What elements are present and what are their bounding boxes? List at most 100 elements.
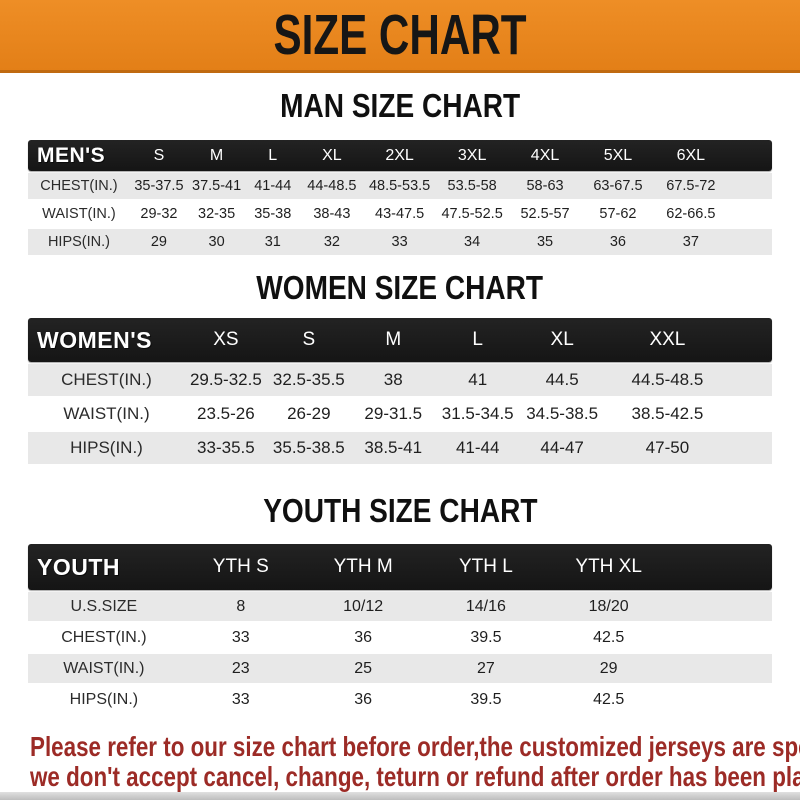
size-value-cell: 36 <box>354 628 373 646</box>
size-value-cell: 44.5 <box>545 370 579 389</box>
table-row: WAIST(IN.) 23.5-26 26-29 29-31.5 31.5-34.5 34… <box>28 398 772 430</box>
size-value-cell: 27 <box>477 659 495 677</box>
size-value-cell: 36 <box>609 234 626 250</box>
disclaimer-text: Please refer to our size chart before or… <box>30 731 800 762</box>
size-value-cell: 43-47.5 <box>375 206 425 222</box>
size-value-cell: 23.5-26 <box>197 404 255 423</box>
size-value-cell: 31 <box>264 234 281 250</box>
size-column-header: S <box>153 146 165 164</box>
size-value-cell: 29-32 <box>140 206 178 222</box>
size-value-cell: 32.5-35.5 <box>272 370 345 389</box>
size-value-cell: 52.5-57 <box>520 206 570 222</box>
table-header-bar: MEN'S S M L XL 2XL 3XL 4XL 5XL 6XL <box>28 140 772 171</box>
size-value-cell: 58-63 <box>526 178 564 194</box>
size-value-cell: 36 <box>354 690 373 708</box>
row-label: CHEST(IN.) <box>61 628 147 646</box>
size-value-cell: 41 <box>468 370 488 389</box>
size-column-header: S <box>302 329 316 350</box>
size-column-header: 4XL <box>530 146 560 164</box>
row-label: CHEST(IN.) <box>40 178 118 194</box>
table-header-label: MEN'S <box>37 143 106 167</box>
size-value-cell: 30 <box>208 234 225 250</box>
women-size-chart-section: WOMEN SIZE CHART WOMEN'S XS S M L XL XXL CHEST(… <box>0 271 800 464</box>
size-value-cell: 34.5-38.5 <box>526 404 599 423</box>
size-value-cell: 63-67.5 <box>593 178 643 194</box>
section-title-text: MAN SIZE CHART <box>280 87 520 124</box>
size-value-cell: 44.5-48.5 <box>631 370 704 389</box>
size-value-cell: 67.5-72 <box>666 178 716 194</box>
size-value-cell: 29 <box>599 659 618 677</box>
size-value-cell: 33 <box>391 234 408 250</box>
size-value-cell: 26-29 <box>287 404 331 423</box>
size-value-cell: 35 <box>536 234 554 250</box>
size-value-cell: 42.5 <box>593 628 625 646</box>
size-value-cell: 29 <box>150 234 167 250</box>
size-value-cell: 32-35 <box>198 206 236 222</box>
size-value-cell: 37 <box>682 234 699 250</box>
row-label: WAIST(IN.) <box>42 206 116 222</box>
size-chart-banner: SIZE CHART <box>0 0 800 73</box>
size-value-cell: 38.5-42.5 <box>631 404 704 423</box>
table-header-label: WOMEN'S <box>37 326 153 353</box>
youth-size-chart-section: YOUTH SIZE CHART YOUTH YTH S YTH M YTH L YTH… <box>0 494 800 714</box>
size-column-header: M <box>385 329 402 350</box>
disclaimer-text: we don't accept cancel, change, teturn o… <box>30 761 800 792</box>
table-row: CHEST(IN.) 29.5-32.5 32.5-35.5 38 41 44.5 44.5… <box>28 364 772 396</box>
size-column-header: XS <box>213 329 239 350</box>
size-value-cell: 38 <box>383 370 403 389</box>
size-column-header: M <box>209 146 224 164</box>
size-column-header: YTH M <box>333 556 393 577</box>
size-value-cell: 44-47 <box>540 438 584 457</box>
size-value-cell: 38.5-41 <box>364 438 423 457</box>
size-column-header: L <box>472 329 483 350</box>
size-value-cell: 39.5 <box>470 628 502 646</box>
size-column-header: YTH S <box>212 556 269 577</box>
table-row: HIPS(IN.) 29 30 31 32 33 34 35 36 37 <box>28 229 772 255</box>
size-column-header: 6XL <box>676 146 706 164</box>
size-value-cell: 48.5-53.5 <box>368 178 431 194</box>
size-value-cell: 35-38 <box>254 206 292 222</box>
banner-title: SIZE CHART <box>273 2 527 67</box>
row-label: HIPS(IN.) <box>69 690 139 708</box>
size-value-cell: 62-66.5 <box>666 206 716 222</box>
size-value-cell: 38-43 <box>313 206 351 222</box>
size-column-header: L <box>268 146 278 164</box>
disclaimer-line-2: we don't accept cancel, change, teturn o… <box>30 762 800 792</box>
size-value-cell: 25 <box>354 659 373 677</box>
size-column-header: 3XL <box>457 146 487 164</box>
table-row: HIPS(IN.) 33 36 39.5 42.5 <box>28 685 772 714</box>
women-size-chart-title: WOMEN SIZE CHART <box>0 271 800 305</box>
size-value-cell: 31.5-34.5 <box>441 404 514 423</box>
table-row: WAIST(IN.) 29-32 32-35 35-38 38-43 43-47.5 47.… <box>28 201 772 227</box>
size-column-header: 2XL <box>385 146 414 164</box>
size-value-cell: 44-48.5 <box>307 178 357 194</box>
table-row: U.S.SIZE 8 10/12 14/16 18/20 <box>28 592 772 621</box>
size-value-cell: 14/16 <box>465 597 506 615</box>
size-value-cell: 35.5-38.5 <box>272 438 345 457</box>
size-value-cell: 47-50 <box>645 438 690 457</box>
row-label: HIPS(IN.) <box>70 438 143 457</box>
bottom-edge-strip <box>0 792 800 800</box>
size-value-cell: 33 <box>231 628 250 646</box>
size-column-header: XXL <box>649 329 686 350</box>
row-label: WAIST(IN.) <box>63 404 150 423</box>
row-label: CHEST(IN.) <box>61 370 152 389</box>
size-value-cell: 41-44 <box>254 178 292 194</box>
row-label: HIPS(IN.) <box>47 234 110 250</box>
size-column-header: 5XL <box>603 146 633 164</box>
table-row: CHEST(IN.) 35-37.5 37.5-41 41-44 44-48.5 48.5… <box>28 173 772 199</box>
size-value-cell: 29.5-32.5 <box>189 370 262 389</box>
size-value-cell: 39.5 <box>470 690 502 708</box>
section-title-text: WOMEN SIZE CHART <box>256 269 544 306</box>
size-value-cell: 41-44 <box>455 438 500 457</box>
size-value-cell: 29-31.5 <box>364 404 423 423</box>
man-size-chart-title: MAN SIZE CHART <box>0 89 800 123</box>
size-value-cell: 53.5-58 <box>447 178 497 194</box>
youth-size-chart-title: YOUTH SIZE CHART <box>0 494 800 528</box>
table-row: WAIST(IN.) 23 25 27 29 <box>28 654 772 683</box>
table-header-label: YOUTH <box>37 553 120 580</box>
size-value-cell: 33 <box>231 690 250 708</box>
size-value-cell: 23 <box>231 659 250 677</box>
size-column-header: XL <box>322 146 342 164</box>
size-value-cell: 8 <box>236 597 246 615</box>
